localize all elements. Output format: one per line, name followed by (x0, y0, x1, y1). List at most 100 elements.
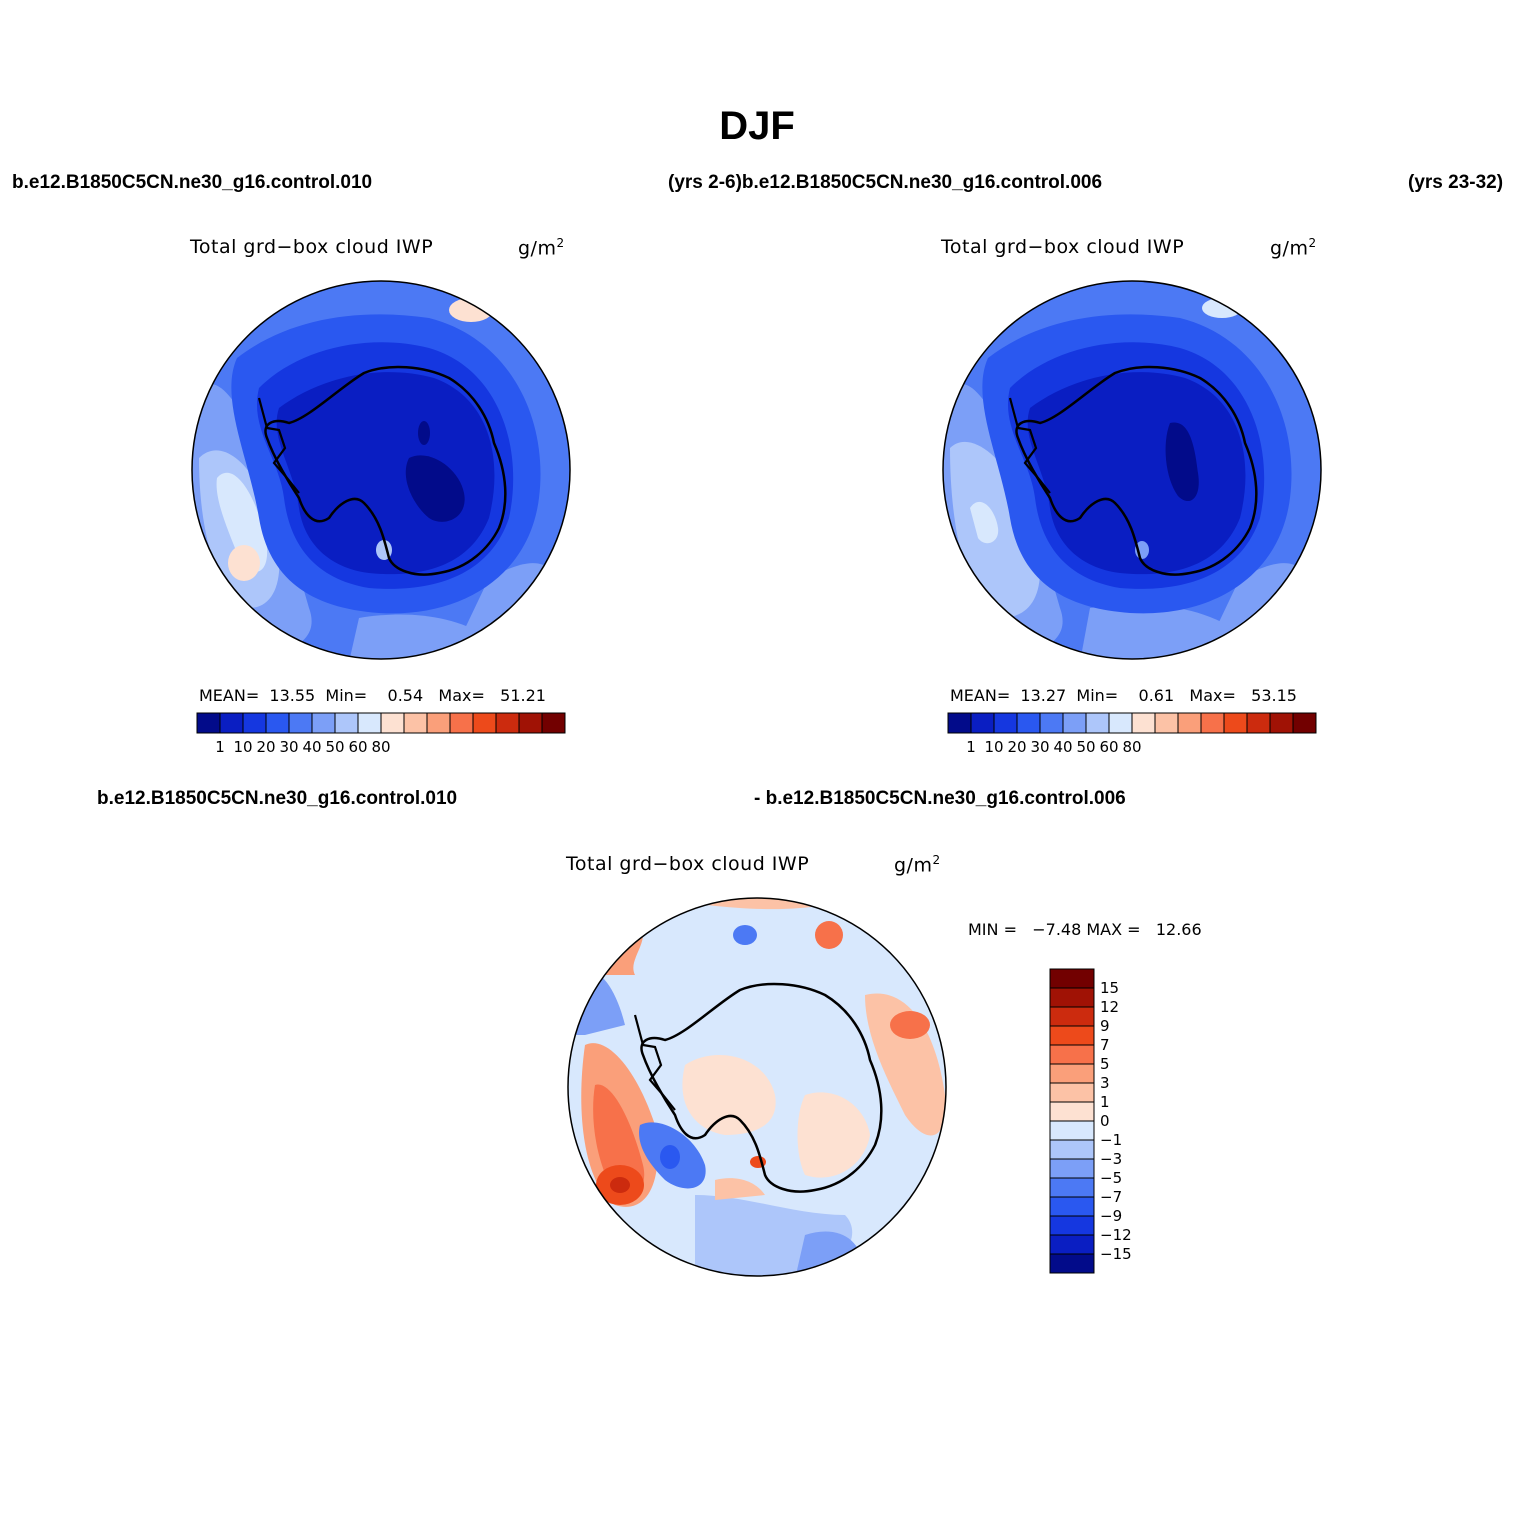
colorbar-swatch (1049, 1044, 1095, 1065)
colorbar-tick-label: −7 (1100, 1188, 1123, 1206)
colorbar-swatch (1049, 1234, 1095, 1255)
colorbar-swatch (495, 712, 520, 734)
colorbar-swatch (1049, 1063, 1095, 1084)
colorbar-tick-label: 20 (256, 738, 276, 756)
diff-variable-label: Total grd−box cloud IWP (566, 853, 810, 875)
colorbar-tick-label: 80 (371, 738, 391, 756)
colorbar-tick-label: 1 (966, 738, 976, 756)
colorbar-tick-label: 7 (1100, 1036, 1110, 1054)
colorbar-swatch (1049, 1158, 1095, 1179)
colorbar-swatch (1049, 987, 1095, 1008)
colorbar-swatch (1049, 1215, 1095, 1236)
colorbar-tick-label: 60 (1099, 738, 1119, 756)
top-middle-case-label: (yrs 2-6)b.e12.B1850C5CN.ne30_g16.contro… (668, 172, 1103, 193)
colorbar-swatch (311, 712, 336, 734)
colorbar-swatch (1223, 712, 1248, 734)
colorbar-swatch (196, 712, 221, 734)
colorbar-swatch (357, 712, 382, 734)
colorbar-tick-label: 30 (279, 738, 299, 756)
colorbar-tick-label: −5 (1100, 1169, 1123, 1187)
colorbar-swatch (993, 712, 1018, 734)
panel2-units-label: g/m2 (1270, 236, 1317, 260)
diff-case-right-label: - b.e12.B1850C5CN.ne30_g16.control.006 (754, 788, 1126, 809)
page-title: DJF (719, 104, 795, 148)
colorbar-tick-label: −3 (1100, 1150, 1123, 1168)
colorbar-swatch (1246, 712, 1271, 734)
diff-colorbar (1049, 968, 1095, 1274)
colorbar-swatch (1049, 968, 1095, 989)
colorbar-swatch (1016, 712, 1041, 734)
colorbar-swatch (288, 712, 313, 734)
top-right-case-label: (yrs 23-32) (1408, 172, 1504, 193)
colorbar-swatch (1131, 712, 1156, 734)
colorbar-swatch (449, 712, 474, 734)
colorbar-swatch (472, 712, 497, 734)
colorbar-swatch (426, 712, 451, 734)
colorbar-swatch (242, 712, 267, 734)
colorbar-swatch (219, 712, 244, 734)
colorbar-tick-label: 1 (215, 738, 225, 756)
colorbar-tick-label: 40 (302, 738, 322, 756)
colorbar-swatch (1049, 1101, 1095, 1122)
colorbar-swatch (1049, 1196, 1095, 1217)
colorbar-swatch (1062, 712, 1087, 734)
colorbar-swatch (265, 712, 290, 734)
colorbar-tick-label: 50 (325, 738, 345, 756)
colorbar-swatch (380, 712, 405, 734)
colorbar-tick-label: −9 (1100, 1207, 1123, 1225)
colorbar-swatch (1049, 1082, 1095, 1103)
colorbar-swatch (1085, 712, 1110, 734)
colorbar-tick-label: 50 (1076, 738, 1096, 756)
colorbar-swatch (1049, 1177, 1095, 1198)
colorbar-swatch (1049, 1006, 1095, 1027)
colorbar-swatch (947, 712, 972, 734)
colorbar-swatch (1154, 712, 1179, 734)
panel1-stats: MEAN= 13.55 Min= 0.54 Max= 51.21 (199, 686, 546, 705)
colorbar-swatch (1049, 1139, 1095, 1160)
colorbar-tick-label: 10 (984, 738, 1004, 756)
colorbar-tick-label: 20 (1007, 738, 1027, 756)
colorbar-tick-label: 10 (233, 738, 253, 756)
panel1-variable-label: Total grd−box cloud IWP (190, 236, 434, 258)
colorbar-tick-label: 1 (1100, 1093, 1110, 1111)
colorbar-tick-label: 80 (1122, 738, 1142, 756)
colorbar-swatch (1049, 1025, 1095, 1046)
colorbar-tick-label: −12 (1100, 1226, 1132, 1244)
colorbar-tick-label: 0 (1100, 1112, 1110, 1130)
panel2-colorbar (947, 712, 1317, 734)
colorbar-tick-label: 15 (1100, 979, 1120, 997)
colorbar-swatch (1200, 712, 1225, 734)
panel2-variable-label: Total grd−box cloud IWP (941, 236, 1185, 258)
colorbar-swatch (541, 712, 566, 734)
colorbar-tick-label: 60 (348, 738, 368, 756)
colorbar-swatch (1039, 712, 1064, 734)
colorbar-swatch (403, 712, 428, 734)
colorbar-swatch (1108, 712, 1133, 734)
top-left-case-label: b.e12.B1850C5CN.ne30_g16.control.010 (12, 172, 373, 193)
colorbar-swatch (1049, 1253, 1095, 1274)
colorbar-swatch (1049, 1120, 1095, 1141)
panel2-stats: MEAN= 13.27 Min= 0.61 Max= 53.15 (950, 686, 1297, 705)
colorbar-swatch (1269, 712, 1294, 734)
diff-case-left-label: b.e12.B1850C5CN.ne30_g16.control.010 (97, 788, 458, 809)
colorbar-swatch (970, 712, 995, 734)
diff-units-label: g/m2 (894, 853, 941, 877)
panel1-polar-map (191, 280, 571, 660)
colorbar-tick-label: 9 (1100, 1017, 1110, 1035)
colorbar-swatch (518, 712, 543, 734)
colorbar-swatch (334, 712, 359, 734)
colorbar-tick-label: 5 (1100, 1055, 1110, 1073)
colorbar-swatch (1292, 712, 1317, 734)
colorbar-swatch (1177, 712, 1202, 734)
colorbar-tick-label: 40 (1053, 738, 1073, 756)
panel1-colorbar (196, 712, 566, 734)
colorbar-tick-label: −1 (1100, 1131, 1123, 1149)
diff-stats: MIN = −7.48 MAX = 12.66 (968, 920, 1202, 939)
panel2-polar-map (942, 280, 1322, 660)
colorbar-tick-label: −15 (1100, 1245, 1132, 1263)
diff-polar-map (567, 897, 947, 1277)
colorbar-tick-label: 12 (1100, 998, 1120, 1016)
colorbar-tick-label: 30 (1030, 738, 1050, 756)
panel1-units-label: g/m2 (518, 236, 565, 260)
colorbar-tick-label: 3 (1100, 1074, 1110, 1092)
